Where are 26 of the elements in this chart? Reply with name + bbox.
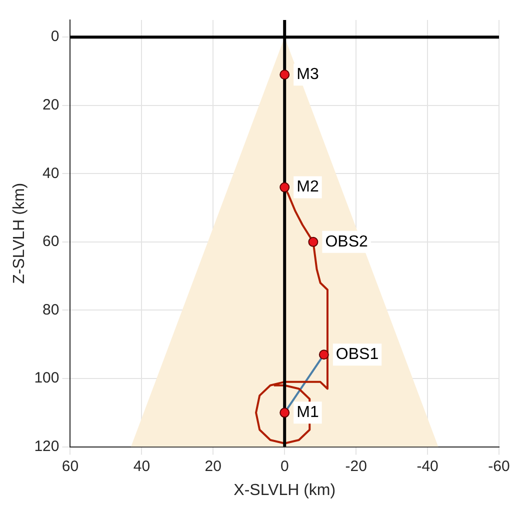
y-tick-label: 120 (34, 438, 60, 455)
x-tick-label: -20 (345, 458, 367, 475)
point (280, 408, 290, 418)
y-tick-label: 40 (42, 164, 60, 182)
x-tick-label: 40 (133, 458, 150, 475)
annotation: M3 (296, 66, 319, 84)
x-axis-title: X-SLVLH (km) (234, 482, 336, 499)
annotation: OBS2 (325, 233, 368, 250)
annotation: OBS1 (336, 346, 379, 364)
y-tick-label: 60 (42, 233, 60, 250)
x-tick-label: 20 (204, 458, 222, 475)
y-tick-label: 100 (34, 370, 60, 387)
y-tick-label: 0 (50, 28, 60, 46)
point (308, 236, 318, 247)
y-axis-title: Z-SLVLH (km) (11, 182, 28, 284)
point (318, 350, 329, 360)
point (280, 182, 290, 192)
point (280, 70, 290, 80)
annotation: M1 (296, 404, 319, 422)
y-tick-label: 80 (42, 301, 60, 318)
annotation: M2 (296, 178, 319, 196)
x-tick-label: 0 (280, 458, 289, 475)
y-tick-label: 20 (42, 96, 60, 114)
x-tick-label: -40 (416, 458, 438, 475)
x-tick-label: -60 (488, 458, 510, 475)
x-tick-label: 60 (62, 458, 79, 475)
